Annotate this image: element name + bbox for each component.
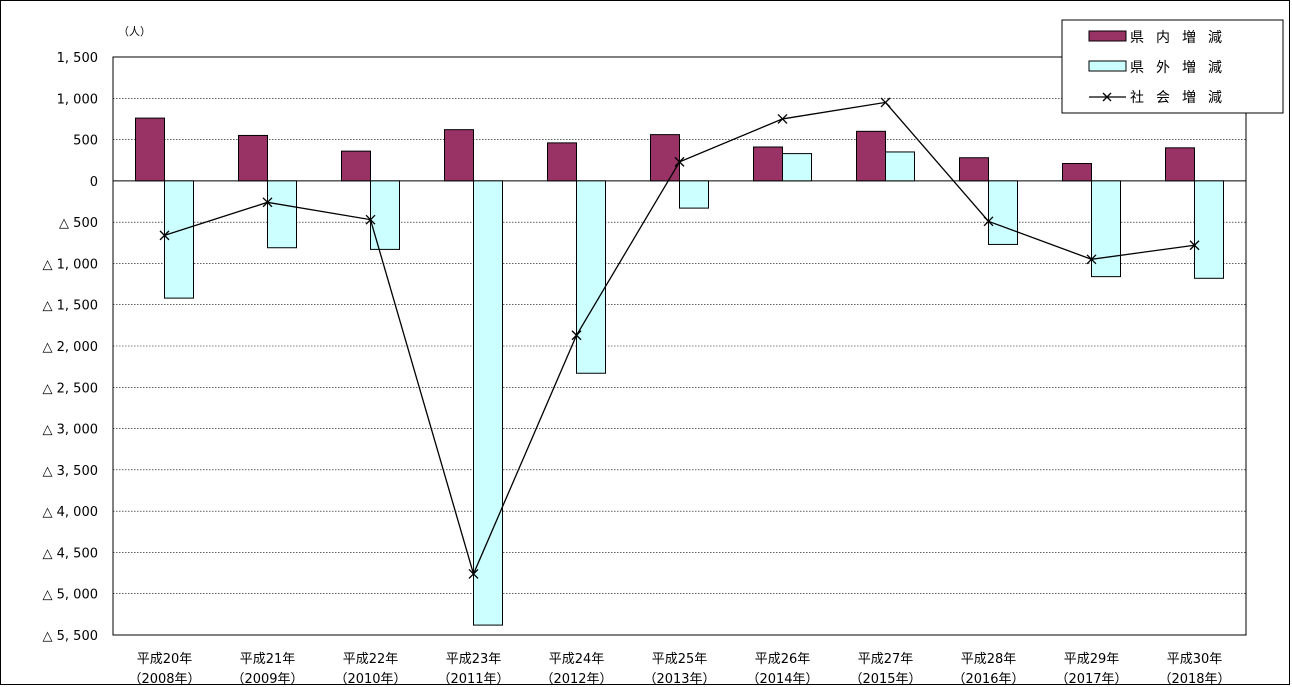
bar-kengai-7	[885, 151, 915, 182]
x-tick-sublabel: （2018年）	[1158, 672, 1230, 687]
bar-kennai-8	[959, 157, 989, 182]
y-tick-label: △ 2, 000	[43, 340, 98, 355]
line-point-6	[777, 113, 788, 124]
bar-kengai-9	[1091, 180, 1121, 278]
line-series	[159, 97, 1200, 579]
unit-label: （人）	[118, 25, 151, 38]
bar-kengai-6	[782, 153, 812, 182]
line-point-4	[571, 330, 582, 341]
bar-kennai-10	[1165, 147, 1195, 182]
x-tick-label: 平成21年	[240, 652, 296, 667]
y-tick-label: △ 4, 500	[43, 546, 98, 561]
x-tick-label: 平成22年	[343, 652, 399, 667]
x-tick-label: 平成25年	[652, 652, 708, 667]
y-tick-label: 1, 000	[57, 92, 98, 107]
legend-marker	[1102, 92, 1112, 102]
bar-kennai-4	[547, 142, 577, 182]
line-point-1	[262, 197, 273, 208]
x-marker	[1189, 240, 1200, 251]
x-marker	[777, 113, 788, 124]
x-tick-label: 平成20年	[137, 652, 193, 667]
bar-kennai-1	[238, 134, 268, 182]
bar-kennai-9	[1062, 163, 1092, 182]
bar-kengai-4	[576, 180, 606, 374]
x-tick-sublabel: （2011年）	[437, 672, 509, 687]
x-marker	[983, 216, 994, 227]
y-tick-label: △ 1, 500	[43, 299, 98, 314]
x-tick-label: 平成30年	[1167, 652, 1223, 667]
y-tick-label: 500	[73, 134, 98, 149]
legend-label-1: 県外増減	[1130, 59, 1234, 76]
x-tick-sublabel: （2013年）	[643, 672, 715, 687]
bar-kennai-6	[753, 146, 783, 182]
y-tick-label: △ 5, 000	[43, 588, 98, 603]
x-marker	[365, 214, 376, 225]
bar-kennai-7	[856, 130, 886, 182]
x-marker	[468, 568, 479, 579]
x-tick-sublabel: （2017年）	[1055, 672, 1127, 687]
y-tick-label: △ 3, 000	[43, 423, 98, 438]
x-marker	[880, 97, 891, 108]
x-marker	[262, 197, 273, 208]
x-tick-sublabel: （2015年）	[849, 672, 921, 687]
y-tick-label: △ 2, 500	[43, 381, 98, 396]
y-axis: 1, 500 1, 000 500 0 △ 500 △ 1, 000 △ 1, 500 △ 2…	[43, 51, 98, 644]
x-tick-label: 平成29年	[1064, 652, 1120, 667]
legend-label-2: 社会増減	[1130, 89, 1234, 106]
legend-label-0: 県内増減	[1130, 29, 1234, 46]
x-tick-sublabel: （2016年）	[952, 672, 1024, 687]
x-tick-sublabel: （2010年）	[334, 672, 406, 687]
line-point-8	[983, 216, 994, 227]
y-tick-label: △ 4, 000	[43, 505, 98, 520]
x-tick-label: 平成23年	[446, 652, 502, 667]
y-tick-label: △ 1, 000	[43, 257, 98, 272]
line-point-3	[468, 568, 479, 579]
y-tick-label: △ 5, 500	[43, 629, 98, 644]
y-tick-label: 1, 500	[57, 51, 98, 66]
y-tick-label: △ 500	[59, 216, 98, 231]
x-marker	[159, 230, 170, 241]
x-tick-label: 平成27年	[858, 652, 914, 667]
x-marker	[571, 330, 582, 341]
x-tick-label: 平成24年	[549, 652, 605, 667]
legend-swatch-1	[1088, 60, 1127, 72]
bar-kengai-3	[473, 180, 503, 626]
legend-swatch-0	[1088, 30, 1127, 42]
line-point-0	[159, 230, 170, 241]
line-point-5	[674, 156, 685, 167]
x-tick-sublabel: （2014年）	[746, 672, 818, 687]
y-tick-label: 0	[90, 175, 98, 190]
x-tick-label: 平成26年	[755, 652, 811, 667]
x-marker	[674, 156, 685, 167]
bars	[135, 117, 1224, 626]
x-tick-sublabel: （2012年）	[540, 672, 612, 687]
bar-kennai-0	[135, 117, 165, 182]
line-point-9	[1086, 254, 1097, 265]
bar-kengai-5	[679, 180, 709, 209]
x-marker	[1086, 254, 1097, 265]
bar-kennai-2	[341, 150, 371, 182]
y-tick-label: △ 3, 500	[43, 464, 98, 479]
x-tick-sublabel: （2009年）	[231, 672, 303, 687]
line-point-2	[365, 214, 376, 225]
bar-kengai-8	[988, 180, 1018, 245]
bar-kennai-3	[444, 129, 474, 182]
x-tick-sublabel: （2008年）	[128, 672, 200, 687]
bar-kengai-1	[267, 180, 297, 249]
bar-kengai-10	[1194, 180, 1224, 279]
x-tick-label: 平成28年	[961, 652, 1017, 667]
line-point-10	[1189, 240, 1200, 251]
line-point-7	[880, 97, 891, 108]
x-axis: 平成20年 （2008年） 平成21年 （2009年） 平成22年 （2010年） 平成23…	[128, 652, 1230, 687]
